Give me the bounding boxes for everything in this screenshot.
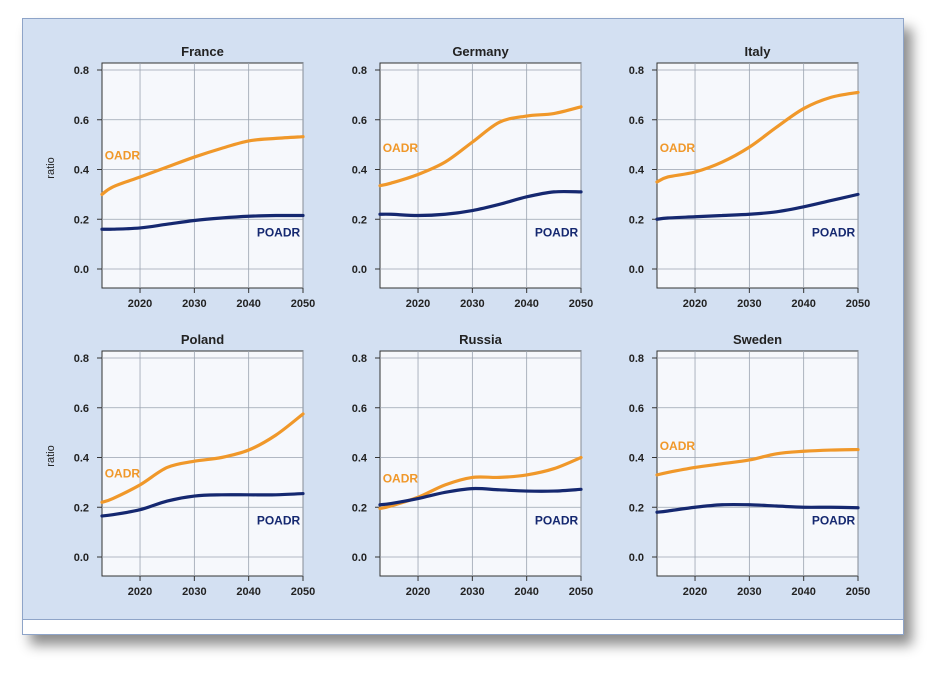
y-tick-label: 0.0 <box>629 264 644 276</box>
y-tick-label: 0.8 <box>74 353 89 365</box>
y-tick-label: 0.6 <box>74 403 89 415</box>
x-tick-label: 2030 <box>182 586 206 598</box>
chart-panel-russia: 0.0 0.2 0.4 0.6 0.8 2020 2030 2040 2050 Russia OAD… <box>352 332 594 598</box>
series-line-poadr <box>655 192 860 221</box>
x-tick-label: 2040 <box>236 298 260 310</box>
x-tick-label: 2040 <box>791 298 815 310</box>
y-tick-label: 0.8 <box>352 65 367 77</box>
plot-area <box>379 350 582 577</box>
x-tick-label: 2040 <box>514 298 538 310</box>
y-tick-label: 0.4 <box>352 453 368 465</box>
x-tick-label: 2050 <box>846 586 870 598</box>
series-line-oadr <box>655 90 860 184</box>
x-tick-label: 2020 <box>406 298 430 310</box>
series-label-oadr: OADR <box>660 439 696 453</box>
y-tick-label: 0.2 <box>629 502 644 514</box>
x-tick-label: 2020 <box>683 298 707 310</box>
y-tick-label: 0.0 <box>352 264 367 276</box>
x-tick-label: 2020 <box>128 586 152 598</box>
x-tick-label: 2050 <box>291 298 315 310</box>
y-tick-label: 0.0 <box>74 264 89 276</box>
series-label-poadr: POADR <box>812 514 856 528</box>
series-line-oadr <box>655 447 860 477</box>
y-tick-label: 0.4 <box>629 165 645 177</box>
y-tick-label: 0.2 <box>629 214 644 226</box>
x-tick-label: 2020 <box>128 298 152 310</box>
y-tick-label: 0.2 <box>352 502 367 514</box>
series-line-poadr <box>655 502 860 514</box>
x-tick-label: 2040 <box>791 586 815 598</box>
chart-panel-poland: 0.0 0.2 0.4 0.6 0.8 2020 2030 2040 2050 Poland rat… <box>45 332 315 598</box>
series-label-poadr: POADR <box>257 226 301 240</box>
y-tick-label: 0.8 <box>352 353 367 365</box>
chart-panel-france: 0.0 0.2 0.4 0.6 0.8 2020 2030 2040 2050 France rat… <box>45 44 315 310</box>
y-tick-label: 0.4 <box>74 453 90 465</box>
series-label-oadr: OADR <box>105 466 141 480</box>
y-tick-label: 0.2 <box>352 214 367 226</box>
series-line-oadr <box>100 135 305 196</box>
series-label-poadr: POADR <box>535 514 579 528</box>
y-tick-label: 0.8 <box>74 65 89 77</box>
series-line-poadr <box>100 213 305 231</box>
y-axis-label: ratio <box>45 445 57 466</box>
series-line-poadr <box>100 491 305 518</box>
y-tick-label: 0.8 <box>629 353 644 365</box>
y-tick-label: 0.2 <box>74 502 89 514</box>
series-label-poadr: POADR <box>812 226 856 240</box>
x-tick-label: 2030 <box>737 586 761 598</box>
plot-area <box>379 62 582 289</box>
y-tick-label: 0.8 <box>629 65 644 77</box>
chart-panel-germany: 0.0 0.2 0.4 0.6 0.8 2020 2030 2040 2050 Germany OA… <box>352 44 594 310</box>
y-tick-label: 0.6 <box>352 403 367 415</box>
chart-title: Russia <box>459 332 502 347</box>
x-tick-label: 2020 <box>406 586 430 598</box>
y-tick-label: 0.6 <box>629 115 644 127</box>
series-line-oadr <box>100 412 305 504</box>
y-tick-label: 0.6 <box>74 115 89 127</box>
series-line-oadr <box>378 455 583 511</box>
series-label-poadr: POADR <box>257 514 301 528</box>
x-tick-label: 2030 <box>737 298 761 310</box>
x-tick-label: 2040 <box>514 586 538 598</box>
chart-title: Germany <box>452 44 509 59</box>
y-tick-label: 0.2 <box>74 214 89 226</box>
y-axis-label: ratio <box>45 157 57 178</box>
y-tick-label: 0.4 <box>352 165 368 177</box>
series-label-oadr: OADR <box>383 141 419 155</box>
x-tick-label: 2030 <box>182 298 206 310</box>
chart-panel-sweden: 0.0 0.2 0.4 0.6 0.8 2020 2030 2040 2050 Sweden OAD… <box>629 332 871 598</box>
plot-area <box>101 62 304 289</box>
x-tick-label: 2030 <box>460 298 484 310</box>
plot-area <box>656 350 859 577</box>
series-label-oadr: OADR <box>660 141 696 155</box>
chart-panel-italy: 0.0 0.2 0.4 0.6 0.8 2020 2030 2040 2050 Italy OADR… <box>629 44 871 310</box>
x-tick-label: 2050 <box>291 586 315 598</box>
y-tick-label: 0.0 <box>629 552 644 564</box>
x-tick-label: 2050 <box>569 586 593 598</box>
series-line-poadr <box>378 189 583 218</box>
chart-title: Sweden <box>733 332 782 347</box>
series-label-oadr: OADR <box>383 471 419 485</box>
y-tick-label: 0.4 <box>629 453 645 465</box>
bottom-strip <box>23 619 903 634</box>
y-tick-label: 0.4 <box>74 165 90 177</box>
chart-title: Italy <box>744 44 771 59</box>
x-tick-label: 2020 <box>683 586 707 598</box>
series-label-poadr: POADR <box>535 226 579 240</box>
y-tick-label: 0.0 <box>352 552 367 564</box>
series-line-oadr <box>378 105 583 188</box>
series-label-oadr: OADR <box>105 149 141 163</box>
y-tick-label: 0.6 <box>352 115 367 127</box>
chart-title: Poland <box>181 332 224 347</box>
x-tick-label: 2040 <box>236 586 260 598</box>
y-tick-label: 0.0 <box>74 552 89 564</box>
series-line-poadr <box>378 486 583 507</box>
chart-title: France <box>181 44 224 59</box>
y-tick-label: 0.6 <box>629 403 644 415</box>
x-tick-label: 2030 <box>460 586 484 598</box>
plot-area <box>101 350 304 577</box>
x-tick-label: 2050 <box>846 298 870 310</box>
x-tick-label: 2050 <box>569 298 593 310</box>
